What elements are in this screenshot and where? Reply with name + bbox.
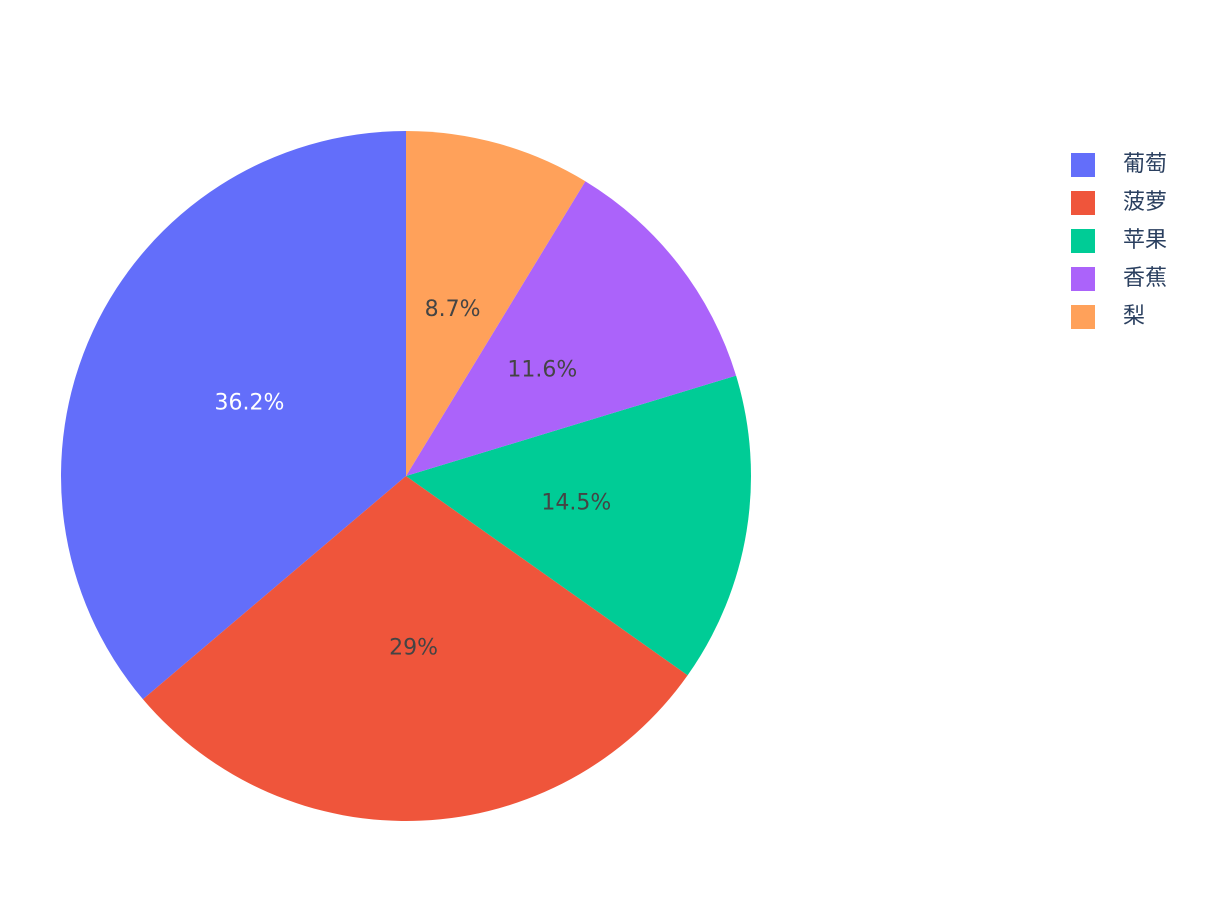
legend-label: 香蕉 — [1123, 266, 1168, 291]
legend-item-pear[interactable]: 梨 — [1071, 298, 1167, 336]
pie-slice-label-banana: 11.6% — [507, 357, 577, 382]
pie-slice-label-pineapple: 29% — [389, 635, 438, 660]
legend-swatch — [1071, 229, 1095, 253]
legend-swatch — [1071, 267, 1095, 291]
legend-swatch — [1071, 191, 1095, 215]
legend-swatch — [1071, 305, 1095, 329]
pie-slices — [60, 131, 751, 821]
legend: 葡萄 菠萝 苹果 香蕉 梨 — [1071, 146, 1167, 336]
legend-label: 菠萝 — [1123, 190, 1168, 215]
legend-label: 苹果 — [1123, 228, 1168, 253]
legend-label: 梨 — [1123, 304, 1146, 329]
legend-item-grape[interactable]: 葡萄 — [1071, 146, 1167, 184]
legend-item-apple[interactable]: 苹果 — [1071, 222, 1167, 260]
pie-slice-labels: 36.2% 29% 14.5% 11.6% 8.7% — [215, 297, 612, 660]
pie-slice-apple[interactable] — [406, 375, 751, 676]
legend-label: 葡萄 — [1123, 152, 1168, 177]
pie-slice-grape[interactable] — [60, 131, 406, 700]
pie-slice-banana[interactable] — [406, 181, 737, 476]
pie-slice-label-pear: 8.7% — [425, 297, 481, 322]
legend-item-pineapple[interactable]: 菠萝 — [1071, 184, 1167, 222]
legend-item-banana[interactable]: 香蕉 — [1071, 260, 1167, 298]
pie-slice-label-apple: 14.5% — [541, 491, 611, 516]
pie-slice-label-grape: 36.2% — [215, 391, 285, 416]
pie-slice-pineapple[interactable] — [142, 476, 688, 821]
pie-slice-pear[interactable] — [406, 131, 586, 476]
legend-swatch — [1071, 153, 1095, 177]
